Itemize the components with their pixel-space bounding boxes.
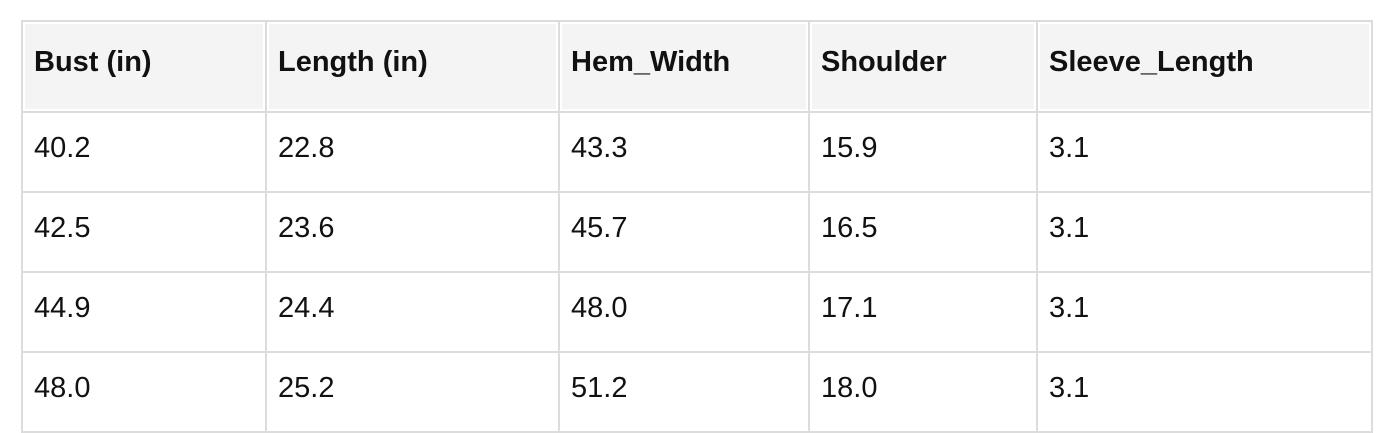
cell-hem-width: 48.0 (560, 273, 808, 351)
cell-length: 25.2 (267, 353, 558, 431)
cell-hem-width: 43.3 (560, 113, 808, 191)
column-header-sleeve-length: Sleeve_Length (1038, 22, 1371, 111)
cell-sleeve-length: 3.1 (1038, 273, 1371, 351)
cell-shoulder: 16.5 (810, 193, 1036, 271)
column-header-hem-width: Hem_Width (560, 22, 808, 111)
cell-shoulder: 17.1 (810, 273, 1036, 351)
cell-sleeve-length: 3.1 (1038, 193, 1371, 271)
cell-shoulder: 15.9 (810, 113, 1036, 191)
cell-bust: 42.5 (23, 193, 265, 271)
table-row: 44.9 24.4 48.0 17.1 3.1 (23, 273, 1371, 351)
cell-shoulder: 18.0 (810, 353, 1036, 431)
cell-bust: 40.2 (23, 113, 265, 191)
cell-length: 24.4 (267, 273, 558, 351)
column-header-shoulder: Shoulder (810, 22, 1036, 111)
cell-sleeve-length: 3.1 (1038, 113, 1371, 191)
cell-length: 23.6 (267, 193, 558, 271)
size-measurements-table: Bust (in) Length (in) Hem_Width Shoulder… (21, 20, 1373, 433)
table-row: 48.0 25.2 51.2 18.0 3.1 (23, 353, 1371, 431)
cell-hem-width: 51.2 (560, 353, 808, 431)
cell-bust: 44.9 (23, 273, 265, 351)
column-header-length: Length (in) (267, 22, 558, 111)
cell-bust: 48.0 (23, 353, 265, 431)
cell-hem-width: 45.7 (560, 193, 808, 271)
size-measurements-table-container: Bust (in) Length (in) Hem_Width Shoulder… (21, 20, 1373, 433)
column-header-bust: Bust (in) (23, 22, 265, 111)
cell-sleeve-length: 3.1 (1038, 353, 1371, 431)
table-row: 42.5 23.6 45.7 16.5 3.1 (23, 193, 1371, 271)
table-row: 40.2 22.8 43.3 15.9 3.1 (23, 113, 1371, 191)
cell-length: 22.8 (267, 113, 558, 191)
table-header-row: Bust (in) Length (in) Hem_Width Shoulder… (23, 22, 1371, 111)
